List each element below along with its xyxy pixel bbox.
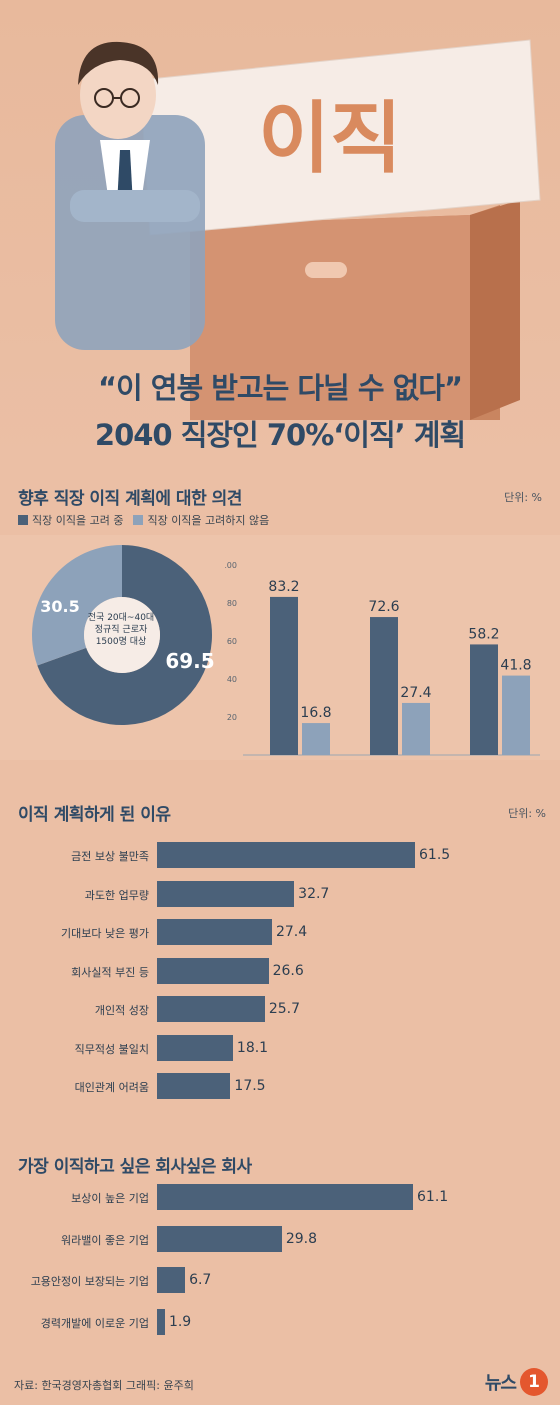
age-bar-value: 72.6 [368,599,399,615]
source-credit: 자료: 한국경영자총협회 그래픽: 윤주희 [14,1379,194,1392]
hbar-label: 과도한 업무량 [84,888,149,902]
hbar-value: 6.7 [189,1272,212,1288]
logo-text: 뉴스 [484,1373,517,1394]
y-tick-label: 80 [227,599,237,608]
donut-label-not: 30.5 [40,597,79,616]
hbar [157,957,269,984]
hbar-value: 17.5 [234,1078,266,1094]
age-bar-value: 16.8 [300,705,331,721]
legend-item-consider: 직장 이직을 고려 중 [18,512,123,528]
hbar-label: 대인관계 어려움 [74,1081,149,1094]
hbar [157,842,415,868]
age-bar [302,723,330,755]
person-body [55,115,205,350]
hbar-label: 금전 보상 불만족 [71,850,149,863]
hbar-label: 고용안정이 보장되는 기업 [30,1275,149,1288]
hbar-value: 1.9 [168,1313,192,1330]
headline-quote: “이 연봉 받고는 다닐 수 없다” [97,371,463,405]
section3-title: 가장 이직하고 싶은 회사싶은 회사 [18,1157,252,1177]
donut-label-consider: 69.5 [165,649,214,673]
section1-title: 향후 직장 이직 계획에 대한 의견 [18,489,242,509]
sign-text: 이직 [258,94,402,184]
section2-unit: 단위: % [508,807,546,820]
legend-swatch-light [133,515,144,525]
section2-title: 이직 계획하게 된 이유 [18,805,171,825]
section1-unit: 단위: % [504,491,542,504]
hbar [157,996,265,1022]
legend: 직장 이직을 고려 중 직장 이직을 고려하지 않음 [18,512,269,528]
age-bar [402,702,430,755]
person-face [80,51,156,139]
hbar-label: 기대보다 낮은 평가 [61,927,149,940]
legend-item-not: 직장 이직을 고려하지 않음 [133,512,269,528]
hero-artwork: 이직 [55,39,541,420]
hbar-label: 워라밸이 좋은 기업 [61,1233,149,1247]
age-bar [470,644,498,755]
hbar-value: 32.7 [298,885,330,902]
legend-label-not: 직장 이직을 고려하지 않음 [147,514,270,527]
hbar-label: 보상이 높은 기업 [71,1192,149,1205]
hbar-label: 경력개발에 이로운 기업 [40,1316,149,1330]
hbar [157,880,295,907]
section-divider [0,760,560,798]
y-tick-label: 20 [227,713,237,722]
hbar [157,1034,233,1061]
hbar [157,1073,231,1099]
hero-illustration: 이직 “이 연봉 받고는 다닐 수 없다” 2040 직장인 70%‘이직’ 계… [0,0,560,460]
hbar-label: 직무적성 불일치 [74,1042,149,1056]
hbar-value: 25.7 [268,1001,300,1017]
age-bar [270,596,298,755]
hbar-value: 18.1 [236,1039,269,1056]
logo-badge: 1 [520,1368,548,1396]
hbar [157,1308,165,1335]
hbar-value: 61.1 [417,1189,449,1205]
donut-center-line: 1500명 대상 [95,637,147,647]
donut-slice [37,545,212,725]
box-handle [305,262,347,278]
age-bar-value: 41.8 [500,658,531,674]
box-front [190,215,470,420]
hbar [157,1267,186,1293]
news1-logo: 뉴스 1 [485,1368,548,1396]
age-bar-value: 58.2 [468,626,499,642]
hbar-label: 회사실적 부진 등 [71,965,149,979]
age-bar [502,675,530,755]
y-tick-label: 100 [225,561,237,570]
hbar-value: 26.6 [272,962,304,979]
hbar [157,1225,282,1252]
person-arms [70,190,200,222]
donut-slice [31,545,123,666]
donut-center-line: 정규직 근로자 [94,625,148,635]
hbar-value: 27.4 [275,924,308,940]
box-side [470,200,520,420]
age-bar [370,617,398,755]
y-tick-label: 40 [227,675,237,684]
donut-hole [84,597,160,673]
hbar-label: 개인적 성장 [94,1004,149,1017]
legend-swatch-dark [18,515,28,525]
headline-sub: 2040 직장인 70%‘이직’ 계획 [94,418,466,452]
donut-chart: 69.5 30.5 [31,545,215,725]
hbar [157,1184,413,1210]
hbar-value: 29.8 [285,1230,318,1247]
age-bar-value: 27.4 [400,685,431,701]
donut-center-line: 전국 20대~40대 [87,613,155,623]
legend-label-consider: 직장 이직을 고려 중 [32,514,124,527]
age-bar-value: 83.2 [268,579,299,595]
person-hair [78,41,159,85]
hbar-value: 61.5 [419,847,451,863]
age-bar-chart: 2040608010083.216.820대72.627.430대58.241.… [225,561,540,776]
hbar [157,919,272,945]
y-tick-label: 60 [227,637,237,646]
donut-center-label: 전국 20대~40대 정규직 근로자 1500명 대상 [85,612,157,648]
